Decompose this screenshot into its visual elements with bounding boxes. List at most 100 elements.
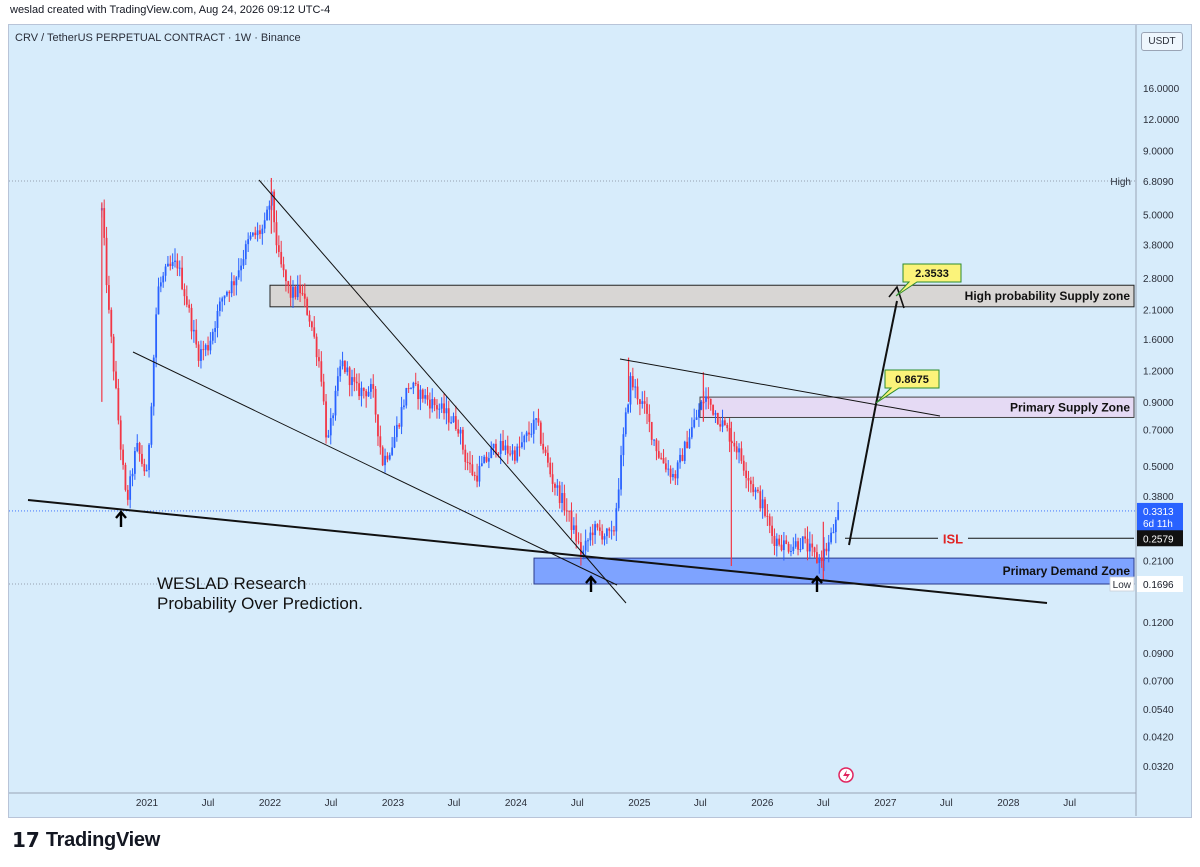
candle-body bbox=[360, 387, 363, 397]
candle-body bbox=[129, 476, 132, 500]
candle-body bbox=[280, 251, 283, 265]
candle-body bbox=[631, 376, 634, 388]
candle-body bbox=[537, 418, 540, 423]
candle-body bbox=[601, 530, 604, 540]
y-tick-label: 2.1000 bbox=[1143, 305, 1174, 316]
y-tick-label: 1.6000 bbox=[1143, 335, 1174, 346]
candle-body bbox=[159, 282, 162, 287]
candle-body bbox=[367, 391, 370, 397]
candle-body bbox=[565, 510, 568, 512]
target-callout-value: 0.8675 bbox=[895, 374, 929, 386]
candle-body bbox=[122, 449, 124, 465]
candle-body bbox=[608, 528, 611, 531]
candle-body bbox=[530, 433, 533, 435]
candle-body bbox=[395, 424, 398, 438]
zone-label: High probability Supply zone bbox=[965, 289, 1131, 303]
candle-body bbox=[355, 381, 358, 384]
zones-layer bbox=[269, 284, 1135, 585]
high-value: 6.8090 bbox=[1143, 177, 1174, 188]
candle-body bbox=[450, 422, 453, 424]
labels-layer: High probability Supply zone Primary Supp… bbox=[157, 177, 1183, 783]
candle-body bbox=[490, 448, 493, 459]
candle-body bbox=[745, 470, 748, 479]
candle-body bbox=[761, 499, 764, 509]
candle-body bbox=[655, 439, 658, 452]
chart-frame[interactable] bbox=[8, 24, 1192, 818]
currency-selector[interactable]: USDT bbox=[1141, 32, 1183, 51]
candle-body bbox=[155, 314, 158, 358]
candle-body bbox=[115, 371, 117, 389]
candle-body bbox=[384, 455, 386, 466]
candle-body bbox=[832, 532, 835, 534]
candle-body bbox=[605, 528, 608, 537]
candle-body bbox=[613, 530, 615, 532]
candle-body bbox=[688, 437, 691, 449]
candle-body bbox=[603, 536, 606, 540]
candle-body bbox=[764, 499, 766, 516]
candle-body bbox=[639, 399, 641, 404]
y-tick-label: 0.0900 bbox=[1143, 649, 1174, 660]
x-tick-label: 2023 bbox=[382, 798, 405, 809]
candle-body bbox=[110, 309, 113, 337]
candle-body bbox=[469, 462, 471, 465]
bottom-arrow bbox=[115, 510, 127, 527]
candle-body bbox=[320, 361, 323, 382]
candle-body bbox=[334, 390, 337, 416]
candle-body bbox=[487, 458, 490, 462]
candle-body bbox=[369, 384, 372, 392]
candle-body bbox=[339, 366, 342, 377]
y-tick-label: 1.2000 bbox=[1143, 366, 1174, 377]
falling-wedge-upper-line bbox=[258, 179, 627, 604]
last-price-box bbox=[1137, 502, 1183, 531]
candle-body bbox=[216, 310, 219, 328]
candle-body bbox=[513, 450, 516, 461]
candle-body bbox=[325, 401, 327, 438]
candle-body bbox=[263, 220, 266, 229]
candle-body bbox=[164, 266, 167, 276]
candle-body bbox=[558, 485, 561, 504]
candle-body bbox=[752, 484, 755, 493]
symbol-title[interactable]: CRV / TetherUS PERPETUAL CONTRACT · 1W ·… bbox=[15, 32, 301, 44]
last-price-value: 0.3313 bbox=[1143, 507, 1174, 518]
y-tick-label: 2.8000 bbox=[1143, 274, 1174, 285]
candle-body bbox=[825, 548, 828, 552]
candle-body bbox=[733, 442, 736, 447]
target-callout-box bbox=[895, 263, 962, 297]
candle-body bbox=[823, 548, 825, 561]
candle-body bbox=[308, 314, 311, 322]
candle-body bbox=[386, 455, 389, 460]
projection-arrowhead bbox=[888, 285, 905, 309]
tradingview-footer[interactable]: 𝟭𝟳 TradingView bbox=[12, 828, 160, 852]
candle-body bbox=[660, 457, 663, 459]
candle-body bbox=[492, 443, 495, 449]
candle-body bbox=[539, 422, 542, 444]
candle-body bbox=[438, 408, 441, 410]
candle-body bbox=[830, 532, 832, 543]
candle-body bbox=[813, 547, 816, 553]
candle-body bbox=[502, 440, 504, 451]
y-tick-label: 0.7000 bbox=[1143, 425, 1174, 436]
candle-body bbox=[617, 489, 620, 509]
candle-body bbox=[112, 336, 115, 372]
low-label: Low bbox=[1113, 580, 1132, 591]
x-tick-label: Jul bbox=[940, 798, 953, 809]
candle-body bbox=[766, 515, 769, 517]
low-value-box bbox=[1137, 576, 1183, 592]
candle-body bbox=[221, 298, 224, 302]
candle-body bbox=[266, 209, 268, 221]
y-tick-label: 0.2100 bbox=[1143, 557, 1174, 568]
candle-body bbox=[190, 307, 193, 332]
candle-body bbox=[428, 399, 431, 409]
candle-body bbox=[400, 407, 403, 427]
candle-body bbox=[436, 405, 438, 410]
candle-body bbox=[181, 267, 183, 290]
candle-body bbox=[667, 468, 670, 470]
candle-body bbox=[516, 446, 519, 461]
candle-body bbox=[176, 260, 179, 269]
candle-body bbox=[117, 388, 120, 421]
candle-body bbox=[459, 429, 462, 434]
candle-body bbox=[495, 443, 497, 454]
candle-body bbox=[259, 230, 261, 235]
x-tick-label: 2021 bbox=[136, 798, 159, 809]
